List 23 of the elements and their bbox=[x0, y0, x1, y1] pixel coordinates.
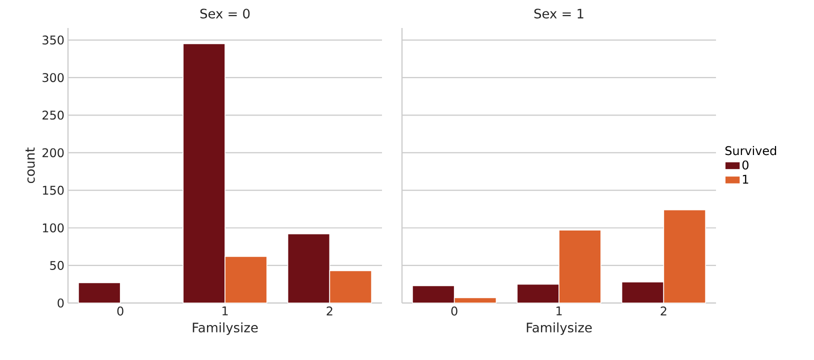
chart-title: Sex = 1 bbox=[534, 8, 584, 19]
y-tick-label: 250 bbox=[42, 110, 64, 120]
legend-title: Survived bbox=[725, 146, 776, 156]
legend-label: 0 bbox=[742, 160, 748, 170]
y-tick-label: 100 bbox=[42, 223, 64, 232]
bar bbox=[78, 282, 121, 304]
x-tick-label: 2 bbox=[660, 306, 666, 316]
y-tick-label: 150 bbox=[42, 186, 64, 195]
x-tick-label: 1 bbox=[556, 306, 562, 316]
y-tick-label: 50 bbox=[50, 260, 64, 270]
x-axis-title: Familysize bbox=[526, 322, 592, 335]
y-axis-title: count bbox=[26, 148, 35, 184]
y-tick-label: 0 bbox=[58, 298, 64, 308]
y-tick-label: 350 bbox=[42, 35, 64, 45]
y-tick-label: 200 bbox=[42, 148, 64, 158]
x-tick-label: 0 bbox=[117, 306, 124, 316]
y-tick-label: 300 bbox=[42, 73, 64, 82]
x-tick-label: 0 bbox=[451, 306, 458, 316]
chart-title: Sex = 0 bbox=[200, 8, 250, 19]
x-axis-title: Familysize bbox=[192, 322, 258, 335]
x-tick-label: 1 bbox=[222, 306, 228, 316]
legend-label: 1 bbox=[742, 174, 748, 184]
x-tick-label: 2 bbox=[326, 306, 332, 316]
